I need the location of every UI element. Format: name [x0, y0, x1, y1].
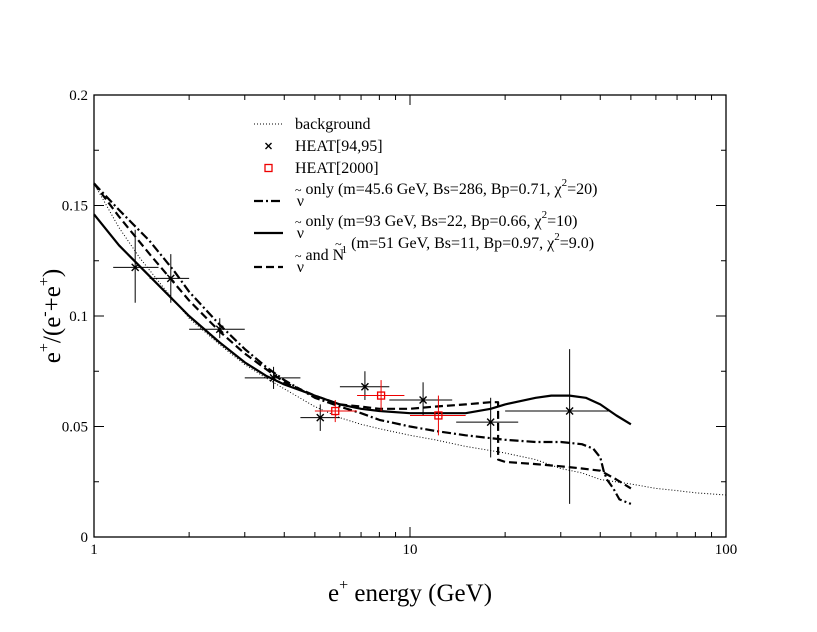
heat-94-95-point-8: [456, 397, 519, 458]
heat-94-95-point-2: [149, 254, 190, 303]
tilde-accent: ~: [295, 249, 302, 263]
y-tick-label: 0.15: [62, 199, 88, 215]
legend-item-sneutrino-neutralino: ν~ and N~1 (m=51 GeV, Bs=11, Bp=0.97, χ2…: [254, 231, 594, 276]
plot-data-layer: [93, 182, 727, 505]
square-marker: [331, 406, 340, 416]
series-line-sneutrino-93: [93, 213, 632, 426]
legend-cross-marker: [265, 142, 272, 150]
cross-marker: [486, 418, 495, 427]
heat-94-95-point-4: [244, 366, 301, 389]
legend-item-heat9495: HEAT[94,95]: [265, 138, 383, 155]
tilde-accent: ~: [295, 215, 302, 229]
legend-label: background: [295, 116, 371, 133]
y-tick-label: 0.2: [69, 88, 88, 104]
heat-2000-point-3: [410, 395, 466, 436]
y-axis-title: e+/(e-+e+): [36, 269, 66, 363]
legend-item-background: background: [254, 116, 371, 133]
y-tick-label: 0.1: [69, 309, 88, 325]
cross-marker: [131, 263, 140, 272]
cross-marker: [316, 413, 325, 422]
cross-marker: [360, 382, 369, 391]
series-line-sneutrino-45: [93, 182, 632, 505]
series-line-background: [93, 183, 727, 496]
square-marker: [376, 391, 386, 400]
cross-marker: [215, 325, 224, 334]
legend-item-sneutrino-93: ν~ only (m=93 GeV, Bs=22, Bp=0.66, χ2=10…: [254, 209, 577, 242]
heat-94-95-point-7: [389, 382, 453, 416]
legend-label: HEAT[2000]: [295, 160, 379, 177]
legend-label: ν~ only (m=93 GeV, Bs=22, Bp=0.66, χ2=10…: [295, 209, 577, 242]
tilde-accent: ~: [295, 183, 302, 197]
y-tick-label: 0: [81, 530, 89, 546]
heat-94-95-point-1: [113, 229, 159, 303]
legend-label: HEAT[94,95]: [295, 138, 383, 155]
heat-94-95-point-9: [505, 349, 611, 504]
x-tick-label: 10: [403, 542, 418, 558]
legend-square-marker: [264, 163, 273, 173]
x-axis-title: e+ energy (GeV): [328, 577, 492, 607]
tilde-accent: ~: [335, 237, 342, 251]
cross-marker: [419, 395, 428, 404]
cross-marker: [166, 274, 175, 283]
heat-94-95-point-3: [189, 318, 245, 339]
heat-94-95-point-5: [300, 404, 340, 431]
cross-marker: [269, 373, 278, 382]
square-marker: [434, 411, 443, 420]
heat-2000-point-1: [314, 399, 358, 423]
legend-label: ν~ only (m=45.6 GeV, Bs=286, Bp=0.71, χ2…: [295, 177, 597, 210]
y-tick-label: 0.05: [62, 420, 88, 436]
heat-2000-point-2: [357, 380, 405, 412]
legend-label: ν~ and N~1 (m=51 GeV, Bs=11, Bp=0.97, χ2…: [295, 231, 594, 276]
cross-marker: [565, 407, 574, 416]
x-tick-label: 1: [90, 542, 98, 558]
axes-layer: 1 10 100 0 0.05 0.1 0.15 0.2 e+ energy (GeV) e+/(…: [36, 88, 737, 607]
x-tick-label: 100: [715, 542, 738, 558]
legend-item-heat2000: HEAT[2000]: [264, 160, 379, 177]
legend-item-sneutrino-45: ν~ only (m=45.6 GeV, Bs=286, Bp=0.71, χ2…: [254, 177, 597, 210]
